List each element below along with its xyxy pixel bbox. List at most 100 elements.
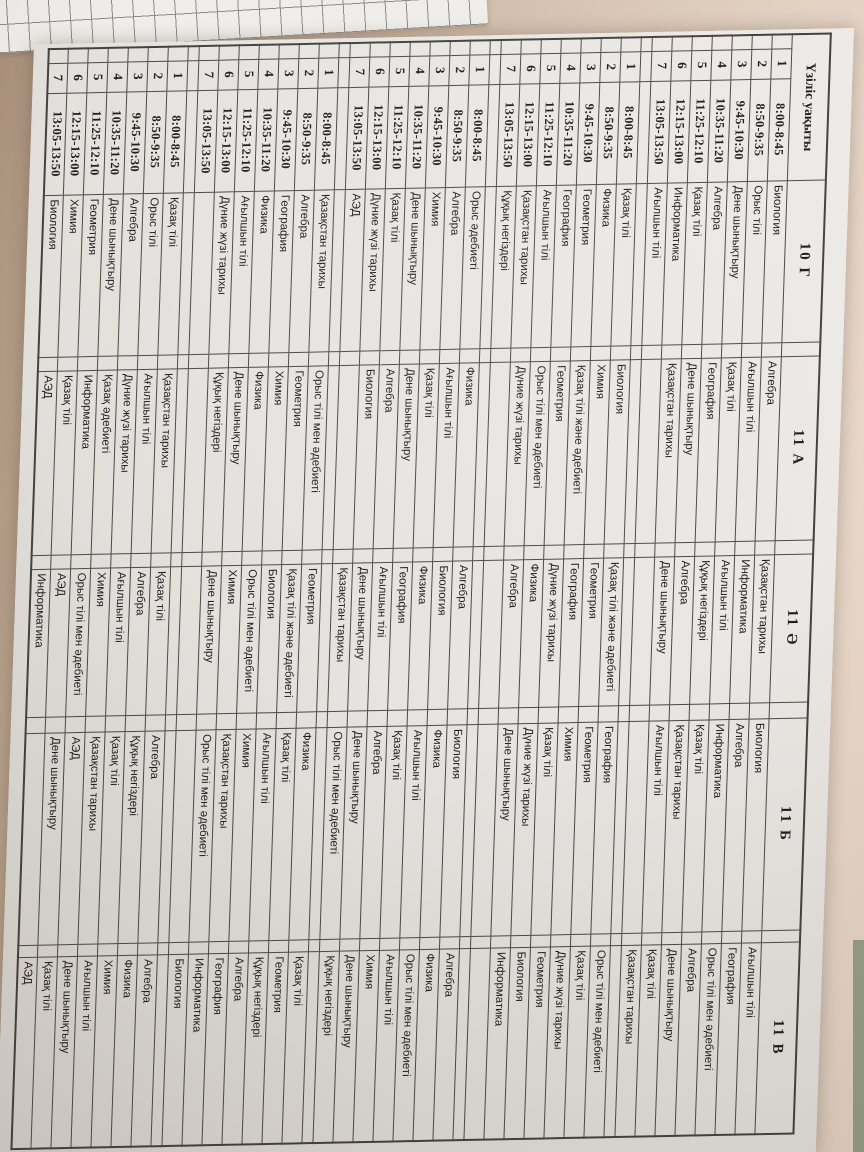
class-gap-cell <box>661 344 683 359</box>
block-gap-cell <box>610 933 623 946</box>
lesson-number-cell: 4 <box>107 61 129 92</box>
class-gap-cell <box>276 711 298 729</box>
class-gap-cell <box>65 715 87 733</box>
margin-cell <box>410 41 431 56</box>
block-gap-cell <box>177 354 190 369</box>
timetable-paper: Үзіліс уақыты 10 Г 11 А 11 Ә 11 Б 11 В 1… <box>0 28 854 1152</box>
block-gap-cell <box>618 705 631 722</box>
class-gap-cell <box>447 708 469 725</box>
lesson-number-cell: 2 <box>751 48 773 80</box>
time-cell: 12:15-13:00 <box>63 92 88 195</box>
class-gap-cell <box>97 355 119 370</box>
margin-cell <box>541 38 562 54</box>
class-gap-cell <box>590 933 612 946</box>
class-gap-cell <box>228 940 250 953</box>
time-cell: 13:05-13:50 <box>345 86 370 190</box>
class-gap-cell <box>741 930 763 943</box>
margin-cell <box>299 43 320 59</box>
class-gap-cell <box>564 544 585 559</box>
class-gap-cell <box>296 711 318 728</box>
time-cell: 8:00-8:45 <box>616 81 641 184</box>
block-gap-cell <box>157 942 170 955</box>
margin-cell <box>88 47 109 63</box>
class-gap-cell <box>641 344 663 360</box>
class-gap-cell <box>333 548 354 564</box>
class-header-11b: 11 Б <box>762 717 808 931</box>
class-gap-cell <box>433 546 454 562</box>
block-gap-cell <box>489 54 502 85</box>
class-gap-cell <box>453 546 474 561</box>
class-gap-cell <box>598 705 620 722</box>
class-gap-cell <box>188 941 210 954</box>
block-gap-cell <box>490 40 502 55</box>
lesson-number-cell: 7 <box>349 56 371 88</box>
lesson-number-cell: 6 <box>520 53 542 84</box>
block-gap-cell <box>459 936 472 949</box>
class-gap-cell <box>715 541 736 556</box>
margin-cell <box>752 34 773 50</box>
class-gap-cell <box>681 931 703 944</box>
time-cell: 8:00-8:45 <box>465 84 490 187</box>
class-gap-cell <box>510 347 532 362</box>
lesson-number-cell: 2 <box>147 60 169 92</box>
lesson-number-cell: 4 <box>560 52 582 83</box>
class-gap-header <box>761 929 801 943</box>
lesson-number-cell: 7 <box>47 62 69 94</box>
class-gap-cell <box>188 353 210 369</box>
class-gap-cell <box>151 552 172 567</box>
class-gap-cell <box>168 941 190 955</box>
class-gap-cell <box>538 706 560 723</box>
class-gap-cell <box>427 708 449 726</box>
class-gap-cell <box>470 935 492 949</box>
class-gap-cell <box>51 554 72 569</box>
class-gap-cell <box>681 343 703 359</box>
margin-cell <box>712 35 733 50</box>
lesson-number-cell: 5 <box>238 58 260 90</box>
margin-cell <box>581 38 602 53</box>
time-cell: 13:05-13:50 <box>194 89 219 193</box>
time-cell: 10:35-11:20 <box>556 82 581 185</box>
lesson-number-cell: 6 <box>67 62 89 93</box>
lesson-number-cell: 4 <box>711 49 733 80</box>
corner-header-cell: Үзіліс уақыты <box>787 33 831 181</box>
time-cell: 10:35-11:20 <box>254 88 279 191</box>
time-cell: 8:00-8:45 <box>163 90 188 193</box>
time-cell: 8:50-9:35 <box>747 78 772 182</box>
class-gap-cell <box>262 550 283 565</box>
lesson-number-cell: 3 <box>278 58 300 89</box>
time-cell: 8:00-8:45 <box>767 78 792 181</box>
margin-cell <box>148 46 169 62</box>
class-gap-cell <box>208 940 230 954</box>
class-gap-header <box>781 341 821 357</box>
lesson-number-cell: 1 <box>620 51 642 82</box>
class-gap-cell <box>419 349 441 364</box>
class-gap-cell <box>71 553 92 569</box>
lesson-number-cell: 1 <box>167 60 189 91</box>
class-gap-cell <box>236 712 258 729</box>
class-gap-cell <box>373 547 394 563</box>
class-gap-cell <box>208 353 230 368</box>
block-gap-cell <box>316 711 329 728</box>
lesson-number-cell: 7 <box>198 59 220 91</box>
block-gap-cell <box>322 549 334 564</box>
class-gap-cell <box>117 942 139 956</box>
class-gap-cell <box>359 350 381 365</box>
lesson-number-cell: 4 <box>409 55 431 86</box>
class-gap-cell <box>550 934 572 947</box>
block-gap-cell <box>630 345 643 360</box>
time-cell: 12:15-13:00 <box>516 83 541 186</box>
class-gap-cell <box>635 542 656 558</box>
margin-cell <box>450 40 471 56</box>
block-gap-cell <box>641 37 653 52</box>
class-gap-cell <box>629 704 651 722</box>
class-gap-cell <box>157 354 179 369</box>
time-cell: 10:35-11:20 <box>103 91 128 194</box>
class-gap-cell <box>379 349 401 365</box>
class-gap-cell <box>490 347 512 363</box>
class-gap-cell <box>367 709 389 727</box>
margin-cell <box>501 39 522 55</box>
block-gap-cell <box>624 543 636 558</box>
class-gap-cell <box>399 937 421 950</box>
class-gap-cell <box>399 349 421 364</box>
time-cell: 8:50-9:35 <box>596 81 621 185</box>
